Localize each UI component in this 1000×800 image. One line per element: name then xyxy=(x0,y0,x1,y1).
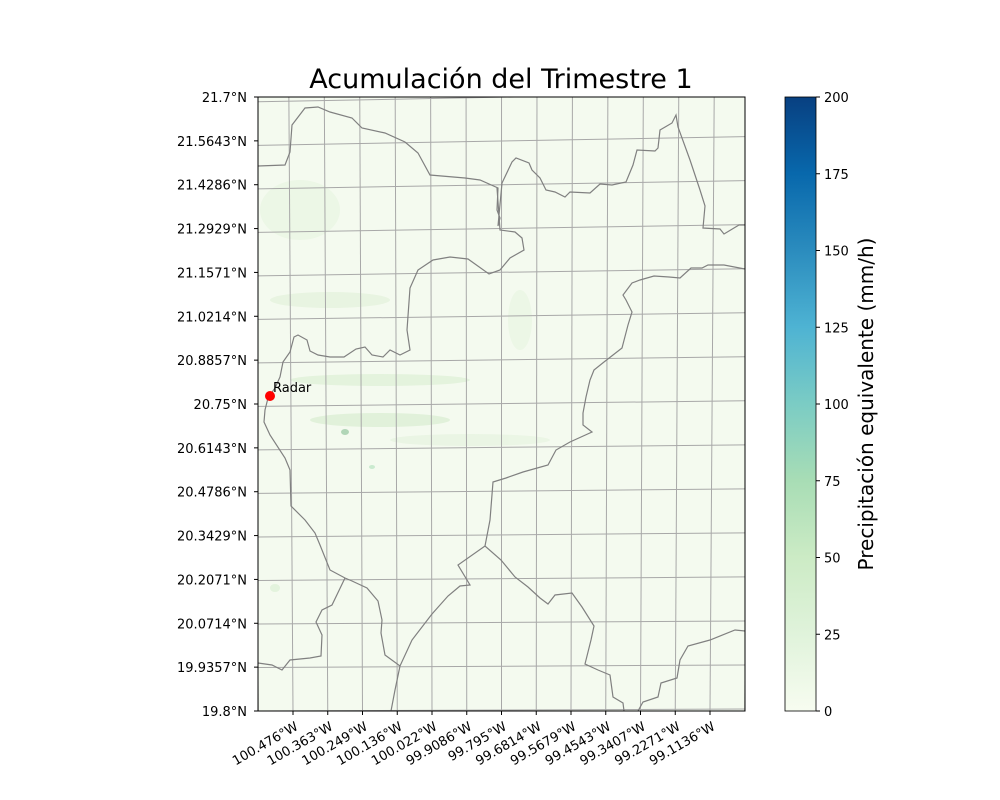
parallel xyxy=(258,356,745,364)
meridian xyxy=(570,97,573,711)
meridian xyxy=(640,97,644,711)
lat-tick-label: 19.8°N xyxy=(202,705,247,720)
lat-tick-label: 20.8857°N xyxy=(177,354,247,369)
meridian xyxy=(323,97,329,711)
meridian xyxy=(535,97,538,711)
colorbar-tick-label: 25 xyxy=(824,628,841,643)
boundary-south xyxy=(258,577,346,671)
lat-tick-label: 21.2929°N xyxy=(177,223,247,238)
colorbar-label: Precipitación equivalente (mm/h) xyxy=(854,238,878,571)
colorbar: 0 25 50 75 100 125 150 175 200 Precipitación equ… xyxy=(784,91,878,720)
meridian xyxy=(394,97,398,711)
colorbar-tick-label: 175 xyxy=(824,168,849,183)
parallel xyxy=(258,400,745,407)
colorbar-tick-label: 150 xyxy=(824,245,849,260)
parallel xyxy=(258,444,745,451)
longitude-labels: 100.476°W100.363°W100.249°W100.136°W100.… xyxy=(230,711,718,769)
colorbar-ticks: 0 25 50 75 100 125 150 175 200 xyxy=(816,91,849,720)
lat-tick-label: 20.75°N xyxy=(194,398,247,413)
boundary-east xyxy=(484,264,745,547)
parallel xyxy=(258,664,745,668)
colorbar-tick-label: 125 xyxy=(824,321,849,336)
lat-tick-label: 20.6143°N xyxy=(177,442,247,457)
parallel xyxy=(258,532,745,538)
map-area: Radar xyxy=(258,97,745,711)
boundary-southeast xyxy=(637,629,745,711)
boundary-center xyxy=(263,187,625,711)
lat-tick-label: 21.1571°N xyxy=(177,266,247,281)
colorbar-gradient xyxy=(784,96,817,712)
precipitation-streaks xyxy=(260,180,550,592)
parallel xyxy=(258,136,745,146)
parallel xyxy=(258,488,745,494)
radar-label: Radar xyxy=(273,381,312,396)
lat-tick-label: 20.3429°N xyxy=(177,530,247,545)
parallel xyxy=(258,312,745,320)
colorbar-tick-label: 200 xyxy=(824,91,849,106)
colorbar-tick-label: 50 xyxy=(824,552,841,567)
lat-tick-label: 20.4786°N xyxy=(177,486,247,501)
parallel xyxy=(258,268,745,277)
map-title: Acumulación del Trimestre 1 xyxy=(309,64,692,95)
lat-tick-label: 21.4286°N xyxy=(177,179,247,194)
boundary-north xyxy=(258,106,745,235)
lat-tick-label: 19.9357°N xyxy=(177,661,247,676)
meridian xyxy=(674,97,680,711)
latitude-labels: 21.7°N 21.5643°N 21.4286°N 21.2929°N 21.1571… xyxy=(177,91,258,720)
meridian xyxy=(359,97,363,711)
radar-marker xyxy=(265,391,275,401)
boundary-southwest xyxy=(390,665,401,711)
state-boundaries xyxy=(258,106,745,711)
lat-tick-label: 20.0714°N xyxy=(177,617,247,632)
meridian xyxy=(288,97,294,711)
lat-tick-label: 21.7°N xyxy=(202,91,247,106)
colorbar-tick-label: 75 xyxy=(824,475,841,490)
colorbar-tick-label: 0 xyxy=(824,705,832,720)
parallel xyxy=(258,620,745,625)
meridian xyxy=(709,97,715,711)
meridian xyxy=(605,97,609,711)
parallel xyxy=(258,576,745,581)
lat-tick-label: 20.2071°N xyxy=(177,573,247,588)
lat-tick-label: 21.0214°N xyxy=(177,310,247,325)
lat-tick-label: 21.5643°N xyxy=(177,135,247,150)
parallel xyxy=(258,224,745,233)
colorbar-tick-label: 100 xyxy=(824,398,849,413)
